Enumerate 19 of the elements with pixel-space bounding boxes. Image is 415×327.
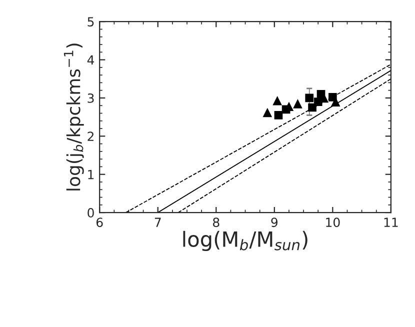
x-tick-label: 6 xyxy=(96,218,103,228)
point xyxy=(293,99,302,108)
y-tick-label: 3 xyxy=(88,93,94,103)
y-tick-label: 4 xyxy=(87,55,94,65)
point xyxy=(272,96,282,106)
y-tick-label: 2 xyxy=(88,132,94,141)
x-axis-title: log(M$_{b}$/M$_{sun}$) xyxy=(183,230,308,252)
y-axis-title: log(j$_{b}$/kpckms$^{−1}$) xyxy=(64,44,84,190)
x-tick-label: 11 xyxy=(384,218,398,227)
y-tick-label: 1 xyxy=(88,170,94,180)
x-tick-label: 7 xyxy=(154,218,161,227)
x-tick-label: 9 xyxy=(271,218,278,228)
y-tick-label: 5 xyxy=(88,17,94,27)
point xyxy=(274,110,283,120)
y-tick-label: 0 xyxy=(88,208,94,218)
x-tick-label: 10 xyxy=(326,218,340,228)
point xyxy=(305,94,314,102)
x-tick-label: 8 xyxy=(213,218,220,228)
point xyxy=(262,108,272,118)
